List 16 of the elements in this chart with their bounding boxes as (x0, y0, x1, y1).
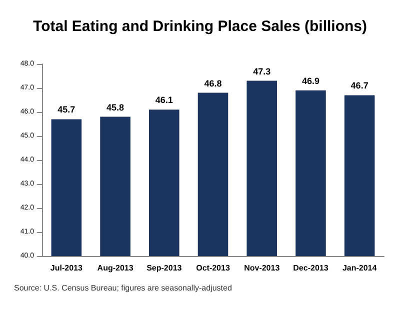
data-label: 47.3 (253, 66, 271, 76)
x-tick-label: Nov-2013 (244, 264, 280, 272)
data-label: 46.9 (302, 76, 320, 86)
x-tick-label: Jan-2014 (342, 264, 378, 272)
x-tick-label: Oct-2013 (196, 264, 230, 272)
source-note: Source: U.S. Census Bureau; figures are seasonally-adjusted (14, 284, 232, 292)
x-tick-label: Aug-2013 (97, 264, 134, 272)
chart-title: Total Eating and Drinking Place Sales (billions) (33, 18, 367, 35)
data-label: 45.8 (106, 102, 124, 112)
data-label: 46.1 (155, 95, 173, 106)
data-label: 46.7 (350, 80, 368, 91)
x-tick-label: Dec-2013 (293, 264, 329, 272)
data-label: 46.8 (204, 78, 222, 88)
x-tick-label: Sep-2013 (146, 264, 182, 272)
data-label: 45.7 (58, 104, 76, 115)
x-tick-label: Jul-2013 (50, 264, 83, 272)
